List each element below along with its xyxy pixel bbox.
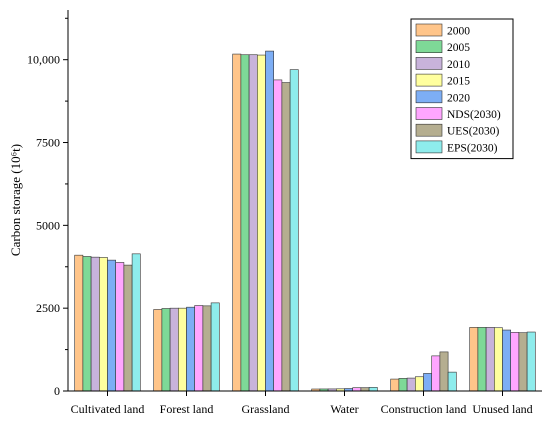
y-tick-label: 0 [54,384,60,398]
bar-2020-forest-land [186,306,195,392]
x-labels-group: Cultivated land Forest land Grassland Water… [71,391,533,416]
legend-label: 2005 [447,42,470,54]
bar-2015-grassland [256,54,266,392]
bar-nds-2030--forest-land [194,305,204,392]
legend-label: 2010 [447,59,470,71]
legend-swatch [415,107,443,120]
bar-eps-2030--unused-land [526,331,536,392]
bar-ues-2030--forest-land [202,305,212,392]
legend-swatch [415,23,443,37]
bar-eps-2030--cultivated-land [131,253,141,392]
legend-label: 2015 [447,76,470,88]
bar-ues-2030--grassland [281,82,291,392]
bar-ues-2030--construction-land [439,351,449,392]
x-tick-label: Cultivated land [71,402,145,416]
legend-swatch [415,90,443,104]
bar-eps-2030--grassland [289,69,299,392]
y-tick-label: 2500 [36,301,60,315]
bar-2000-construction-land [390,378,400,392]
bar-2010-cultivated-land [90,256,100,392]
y-ticks-group: 0 2500 5000 7500 10,000 [27,17,68,398]
bar-nds-2030--cultivated-land [115,262,125,392]
bar-ues-2030--unused-land [518,332,528,392]
bar-2020-cultivated-land [107,259,116,392]
y-tick-label: 10,000 [27,53,60,67]
bar-2015-cultivated-land [99,257,108,392]
bar-2020-grassland [265,50,274,392]
bar-2015-construction-land [414,376,424,392]
bar-2015-unused-land [493,327,503,392]
legend: 2000 2005 2010 2015 2020 NDS(2030) UES(2030) EP… [410,18,514,160]
bar-eps-2030--water [368,387,378,392]
bar-nds-2030--construction-land [431,355,441,392]
bar-2020-construction-land [423,373,432,392]
bar-2005-unused-land [477,327,487,392]
bar-2000-forest-land [153,309,163,392]
bar-2000-unused-land [469,327,479,392]
axes-group [67,10,542,392]
y-tick-label: 7500 [36,136,60,150]
y-axis-title: Carbon storage (10⁶t) [8,144,23,256]
bar-2000-grassland [232,53,242,392]
bars-group [74,50,536,392]
bar-eps-2030--forest-land [210,302,220,392]
x-tick-label: Grassland [242,402,290,416]
x-tick-label: Construction land [381,402,467,416]
legend-label: 2000 [447,26,470,38]
legend-label: EPS(2030) [447,142,498,154]
bar-nds-2030--unused-land [510,332,520,392]
bar-2010-construction-land [406,377,416,392]
legend-label: NDS(2030) [447,109,501,121]
bar-ues-2030--cultivated-land [123,264,133,392]
x-tick-label: Water [330,402,358,416]
legend-label: 2020 [447,92,470,104]
bar-2005-grassland [240,54,250,392]
bar-2005-forest-land [161,308,171,392]
legend-swatch [415,40,443,54]
bar-2005-cultivated-land [82,256,92,392]
legend-swatch [415,123,443,137]
legend-label: UES(2030) [447,126,500,138]
bar-nds-2030--grassland [273,79,283,392]
legend-swatch [415,73,443,87]
y-tick-label: 5000 [36,218,60,232]
legend-swatch [415,57,443,70]
bar-2015-forest-land [178,307,187,392]
bar-2010-grassland [248,54,258,392]
bar-2000-cultivated-land [74,254,84,392]
bar-2005-construction-land [398,378,408,392]
x-tick-label: Unused land [472,402,532,416]
legend-swatch [415,140,443,154]
x-tick-label: Forest land [160,402,214,416]
bar-2010-forest-land [169,307,179,392]
bar-eps-2030--construction-land [447,371,457,392]
bar-2020-unused-land [502,329,511,392]
bar-2010-unused-land [485,327,495,392]
